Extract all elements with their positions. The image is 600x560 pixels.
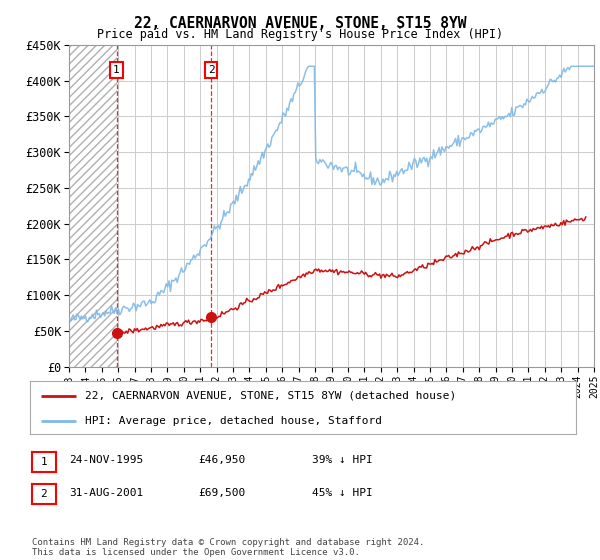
Text: 22, CAERNARVON AVENUE, STONE, ST15 8YW (detached house): 22, CAERNARVON AVENUE, STONE, ST15 8YW (… (85, 391, 456, 401)
Text: Contains HM Land Registry data © Crown copyright and database right 2024.
This d: Contains HM Land Registry data © Crown c… (32, 538, 424, 557)
Text: HPI: Average price, detached house, Stafford: HPI: Average price, detached house, Staf… (85, 416, 382, 426)
Text: 22, CAERNARVON AVENUE, STONE, ST15 8YW: 22, CAERNARVON AVENUE, STONE, ST15 8YW (134, 16, 466, 31)
Text: 31-AUG-2001: 31-AUG-2001 (69, 488, 143, 498)
Text: 1: 1 (113, 65, 120, 75)
Text: 2: 2 (40, 489, 47, 499)
Text: 24-NOV-1995: 24-NOV-1995 (69, 455, 143, 465)
Text: £46,950: £46,950 (198, 455, 245, 465)
Text: Price paid vs. HM Land Registry's House Price Index (HPI): Price paid vs. HM Land Registry's House … (97, 28, 503, 41)
Text: £69,500: £69,500 (198, 488, 245, 498)
Text: 39% ↓ HPI: 39% ↓ HPI (312, 455, 373, 465)
Text: 2: 2 (208, 65, 214, 75)
Text: 1: 1 (40, 457, 47, 466)
Text: 45% ↓ HPI: 45% ↓ HPI (312, 488, 373, 498)
